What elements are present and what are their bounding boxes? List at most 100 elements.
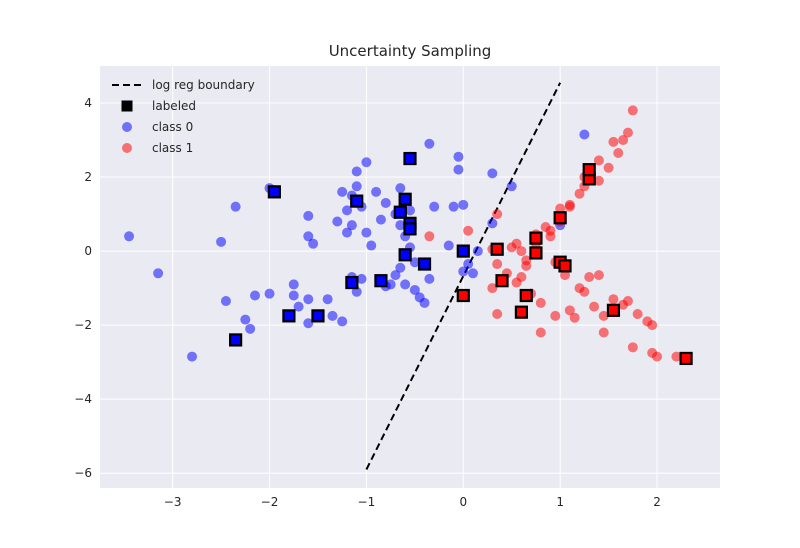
x-tick-label: 1 — [556, 495, 564, 509]
labeled-point — [229, 333, 243, 347]
class-0-point — [487, 168, 498, 179]
class-1-point — [560, 270, 570, 281]
class-1-point — [492, 309, 503, 320]
class-0-point — [288, 279, 299, 290]
class-1-point — [564, 201, 575, 212]
labeled-point — [582, 163, 596, 177]
class-0-point — [463, 259, 474, 270]
class-1-point — [622, 127, 633, 138]
class-0-point — [288, 290, 299, 301]
boundary-layer — [365, 82, 562, 470]
class-0-point — [458, 199, 469, 210]
class-0-point — [443, 240, 454, 251]
class-0-point — [448, 201, 459, 212]
class-1-point — [516, 272, 527, 282]
tick-labels: −3 −2 −1 0 1 2 −6 −4 −2 0 2 4 — [74, 96, 661, 509]
labeled-point — [311, 309, 325, 323]
class-1-point — [569, 312, 580, 323]
class-1-point — [550, 310, 561, 321]
class-0-point — [458, 266, 469, 277]
class-0-point — [337, 316, 348, 327]
labeled-point — [456, 244, 470, 258]
class-0-point — [220, 296, 231, 307]
class-1-point — [492, 259, 503, 270]
class-0-point — [303, 294, 314, 305]
legend-label: class 0 — [152, 120, 193, 134]
class-1-point — [671, 351, 682, 362]
class-0-point — [395, 262, 406, 273]
class-1-point — [593, 175, 604, 186]
labeled-point — [679, 351, 693, 366]
class-1-point — [487, 283, 498, 294]
y-tick-label: 2 — [84, 170, 92, 184]
class-0-point — [419, 297, 430, 308]
class-1-point — [608, 294, 619, 305]
labeled-point — [519, 288, 533, 303]
class-1-point — [608, 136, 619, 147]
class-1-point — [535, 297, 546, 308]
legend-label: class 1 — [152, 141, 193, 155]
class-0-point — [424, 273, 435, 284]
y-tick-label: −4 — [74, 392, 92, 406]
class-0-point — [356, 273, 367, 284]
labeled-point — [529, 246, 543, 260]
class-1-point — [516, 246, 527, 257]
class-1-point — [535, 327, 546, 338]
class-0-point — [264, 288, 275, 299]
labeled-point — [495, 274, 509, 288]
class-0-point — [303, 318, 314, 329]
labeled-point — [374, 274, 388, 288]
class-0-point — [303, 210, 314, 221]
y-tick-label: 0 — [84, 244, 92, 258]
class-0-point — [375, 214, 386, 225]
class-0-point — [453, 151, 464, 162]
class-0-point — [351, 181, 362, 192]
x-tick-label: 0 — [459, 495, 467, 509]
class-1-point — [622, 296, 633, 307]
legend-marker-swatch — [122, 122, 132, 132]
class-0-point — [390, 270, 401, 281]
labeled-point — [490, 242, 504, 256]
labeled-point — [398, 248, 412, 262]
class-0-point — [361, 227, 372, 238]
class-0-point — [351, 166, 362, 177]
class-1-point — [584, 272, 595, 282]
class-1-point — [652, 351, 663, 362]
points-layer — [124, 105, 693, 366]
class-0-point — [361, 157, 372, 168]
labeled-point — [403, 151, 417, 166]
class-1-point — [579, 286, 590, 297]
class-1-point — [593, 270, 604, 281]
class-0-point — [240, 314, 251, 325]
class-0-point — [153, 268, 164, 279]
labeled-point — [393, 205, 407, 219]
class-1-point — [492, 209, 503, 220]
class-1-point — [593, 155, 604, 166]
class-1-point — [613, 147, 624, 158]
labeled-point — [350, 194, 364, 208]
class-0-point — [405, 205, 415, 216]
class-0-point — [346, 220, 357, 231]
class-0-point — [332, 216, 343, 227]
class-1-point — [632, 309, 643, 320]
class-0-point — [250, 290, 260, 301]
plot-background — [100, 66, 720, 488]
class-1-point — [564, 305, 575, 316]
class-0-point — [230, 201, 241, 212]
class-0-point — [400, 279, 411, 290]
class-0-point — [366, 240, 377, 251]
labeled-point — [282, 309, 296, 323]
class-1-point — [555, 203, 566, 214]
class-0-point — [327, 310, 338, 321]
class-0-point — [342, 227, 353, 238]
class-1-point — [424, 231, 435, 242]
class-1-point — [574, 188, 585, 199]
class-1-point — [618, 135, 629, 146]
class-0-point — [380, 197, 391, 208]
labeled-point — [514, 305, 529, 319]
class-0-point — [395, 220, 406, 231]
class-0-point — [385, 279, 396, 290]
class-0-point — [308, 238, 319, 249]
class-0-point — [216, 236, 227, 247]
class-1-point — [647, 320, 658, 331]
